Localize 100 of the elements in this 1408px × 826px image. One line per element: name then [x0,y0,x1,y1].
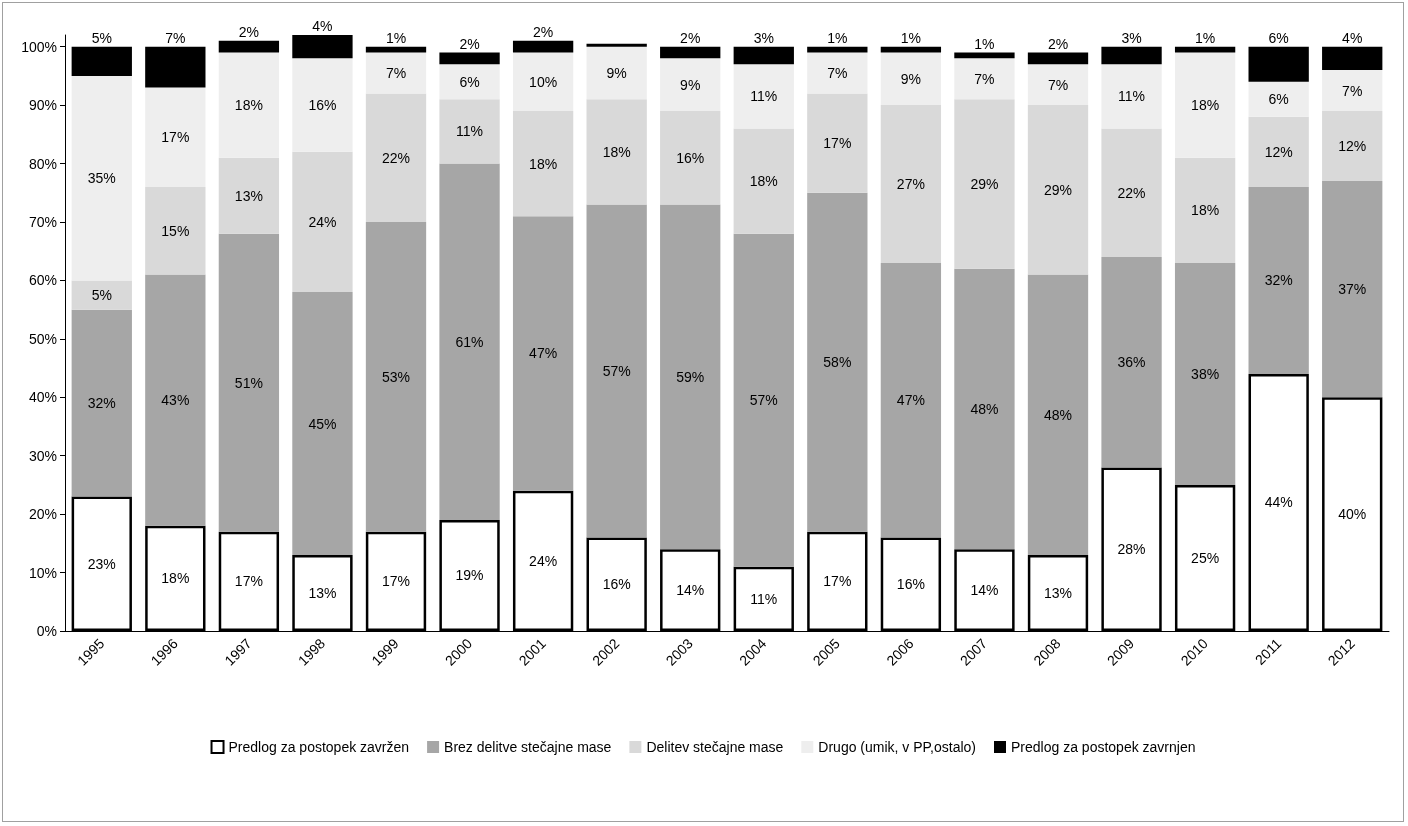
bar [1322,181,1383,398]
data-label: 19% [455,567,484,584]
data-label: 47% [529,345,558,362]
bar [954,268,1015,550]
bar [218,157,280,234]
data-label: 47% [896,392,925,409]
data-label: 2% [238,23,260,40]
bar [807,93,868,193]
data-label: 1% [1194,29,1216,46]
data-label: 5% [91,29,112,46]
data-label: 18% [602,143,631,160]
bar [292,151,353,293]
legend-label: Brez delitve stečajne mase [444,739,612,755]
bar [1027,64,1089,106]
bar [660,204,721,550]
data-label: 13% [1043,585,1073,602]
bar [1027,52,1089,65]
data-label: 14% [676,582,705,599]
data-label: 44% [1264,494,1293,511]
data-label: 12% [1264,143,1293,160]
y-tick-label: 70% [28,213,57,230]
bar [1248,116,1309,187]
data-label: 18% [161,570,190,587]
data-label: 14% [970,582,999,599]
data-label: 57% [602,362,631,379]
bar [1027,105,1089,275]
data-label: 45% [308,415,337,432]
bar [71,75,132,281]
bar [1101,257,1162,468]
bar [586,43,647,47]
data-label: 17% [381,573,411,590]
data-label: 1% [827,29,848,46]
bar [365,221,427,532]
bar [733,46,794,65]
bar [1248,186,1309,374]
data-label: 9% [680,76,701,93]
bar [1174,157,1236,263]
bar [512,110,574,217]
bar [660,46,721,59]
data-label: 48% [970,400,999,417]
bar [1248,46,1309,82]
bar [71,46,132,76]
legend-label: Predlog za postopek zavrnjen [1011,739,1196,755]
bar [1174,46,1236,53]
data-label: 35% [87,170,116,187]
data-label: 53% [381,368,411,385]
bar [1101,64,1162,129]
bar [1101,46,1162,65]
data-label: 11% [750,590,778,607]
bar [586,204,647,538]
bar [71,280,132,310]
data-label: 12% [1338,138,1367,155]
data-label: 22% [1117,184,1146,201]
data-label: 32% [87,395,116,412]
data-label: 4% [312,18,333,34]
data-label: 15% [161,222,190,239]
y-tick-label: 40% [28,389,57,406]
data-label: 3% [753,29,774,46]
data-label: 11% [750,88,778,105]
y-tick-label: 100% [21,38,57,55]
y-tick-label: 60% [28,272,57,289]
bar [292,292,353,556]
data-label: 18% [234,97,263,114]
data-label: 6% [1268,91,1289,108]
data-label: 18% [1191,97,1220,114]
data-label: 7% [1342,82,1363,99]
bar [145,274,206,526]
data-label: 16% [676,149,705,166]
data-label: 36% [1117,354,1146,371]
bar [71,309,132,497]
bar [954,99,1015,269]
bar [292,35,353,59]
legend-label: Drugo (umik, v PP,ostalo) [818,739,977,755]
data-label: 16% [308,97,337,114]
bar [292,58,353,152]
bar [880,52,942,106]
bar [439,99,500,164]
bar [1322,70,1383,111]
data-label: 29% [970,176,999,192]
y-tick-label: 10% [28,564,57,581]
data-label: 1% [974,35,995,52]
data-label: 43% [161,392,190,409]
bar [733,128,794,234]
bar [1322,46,1383,71]
data-label: 2% [532,23,554,40]
data-label: 17% [823,135,852,152]
data-label: 16% [602,576,631,593]
data-label: 13% [308,585,337,602]
legend-label: Predlog za postopek zavržen [228,739,410,755]
data-label: 28% [1117,541,1146,558]
y-tick-label: 80% [28,155,57,172]
y-tick-label: 30% [28,447,57,464]
y-tick-label: 90% [28,97,57,114]
data-label: 23% [87,555,116,572]
bar [1027,274,1089,556]
bar [880,105,942,263]
bar [218,40,280,53]
data-label: 4% [1342,29,1363,46]
bar [1322,110,1383,182]
data-label: 7% [974,70,995,87]
